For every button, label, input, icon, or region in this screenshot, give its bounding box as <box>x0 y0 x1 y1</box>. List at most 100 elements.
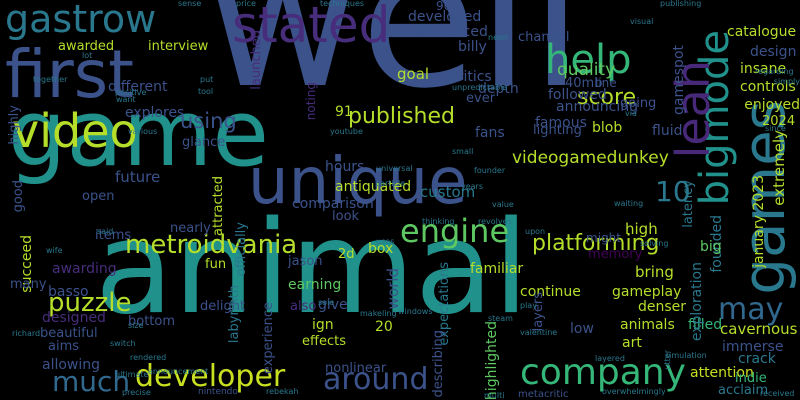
word-filled: filled <box>688 317 723 333</box>
word-glance: glance <box>182 135 226 150</box>
word-puzzle: puzzle <box>48 288 132 318</box>
word-layered: layered <box>595 354 625 363</box>
word-future: future <box>115 168 161 186</box>
word-wife: wife <box>46 246 63 255</box>
word-sense: sense <box>178 0 202 8</box>
word-box: box <box>368 241 394 257</box>
word-nonlinear: nonlinear <box>325 361 387 376</box>
word-valentine: valentine <box>520 328 558 337</box>
word-latency: latency <box>681 180 696 228</box>
word-announcing: announcing <box>556 99 638 115</box>
word-makeling: makeling <box>360 309 397 318</box>
word-explores: explores <box>125 105 185 121</box>
word-founder: founder <box>474 166 506 175</box>
word-20: 20 <box>375 319 393 335</box>
word-custom: custom <box>420 183 476 201</box>
word-insane: insane <box>740 61 787 77</box>
word-designed: designed <box>42 310 106 326</box>
word-rendered: rendered <box>130 353 167 362</box>
word-value: value <box>492 200 514 209</box>
word-low: low <box>570 321 594 337</box>
word-quality: quality <box>557 60 616 80</box>
word-techniques: techniques <box>320 0 365 8</box>
word-blob: blob <box>592 120 623 136</box>
word-lot: lot <box>82 51 93 60</box>
word-play: play <box>520 301 537 310</box>
word-said: said <box>97 227 114 236</box>
word-high: high <box>625 220 658 238</box>
word-design: design <box>750 44 797 60</box>
word-multi: multi <box>484 391 505 400</box>
word-line: line <box>595 76 617 90</box>
word-indie: indie <box>735 371 767 386</box>
word-unique: unique <box>248 145 468 219</box>
word-simulation: simulation <box>665 351 707 360</box>
word-90: 90 <box>436 0 452 13</box>
word-sole: sole <box>318 298 335 307</box>
word-upon: upon <box>525 227 546 236</box>
word-noting: noting <box>304 82 318 121</box>
word-positive: positive <box>115 88 147 97</box>
word-catalogue: catalogue <box>727 24 797 40</box>
word-animal: animal <box>95 194 529 343</box>
word-followed: followed <box>548 87 607 103</box>
word-ever: ever <box>466 91 496 106</box>
word-allowing: allowing <box>42 357 101 373</box>
word-developer: developer <box>135 359 286 394</box>
word-game: game <box>8 80 269 187</box>
word-around: around <box>323 362 429 397</box>
word-uses: uses <box>376 237 395 246</box>
word-2d: 2d <box>338 247 355 262</box>
word-10: 10 <box>655 175 691 208</box>
word-nearly: nearly <box>170 221 211 236</box>
word-hours: hours <box>325 159 365 175</box>
word-well: well <box>205 0 583 130</box>
word-engine: engine <box>400 212 510 250</box>
word-familiar: familiar <box>470 261 524 277</box>
word-continue: continue <box>520 284 581 300</box>
word-awarded: awarded <box>58 39 115 54</box>
word-small: small <box>452 147 474 156</box>
word-experience: experience <box>261 302 276 375</box>
word-attracted: attracted <box>211 176 226 236</box>
word-art: art <box>622 335 642 351</box>
word-much: much <box>52 365 131 398</box>
word-look: look <box>332 209 360 224</box>
word-give: give <box>318 297 348 313</box>
word-extremely: extremely <box>770 130 788 206</box>
word-attention: attention <box>690 365 754 381</box>
word-particle: particle <box>375 179 406 188</box>
word-delight: delight <box>200 299 246 314</box>
word-animals: animals <box>620 317 675 333</box>
word-might: might <box>586 231 621 245</box>
word-bottom: bottom <box>128 314 176 329</box>
word-gastrow: gastrow <box>5 0 157 41</box>
word-cavernous: cavernous <box>720 320 798 338</box>
word-developed: developed <box>408 9 482 25</box>
word-also: also <box>290 299 317 314</box>
word-universal: universal <box>376 164 413 173</box>
word-launched: launched <box>249 30 264 90</box>
word-utter: utter <box>663 350 672 370</box>
word-highlighted: highlighted <box>484 320 500 400</box>
word-layers: layers <box>531 292 546 332</box>
word-open: open <box>82 189 115 204</box>
word-interview: interview <box>148 39 209 54</box>
word-since: since <box>765 124 786 133</box>
word-may: may <box>718 292 784 327</box>
word-different: different <box>108 79 168 95</box>
word-ign: ign <box>312 317 334 333</box>
word-using: using <box>180 109 237 133</box>
word-enjoyed: enjoyed <box>744 97 800 113</box>
word-switch: switch <box>110 339 136 348</box>
word-want: want <box>116 95 136 104</box>
word-officially: officially <box>234 222 249 277</box>
word-91: 91 <box>335 104 353 120</box>
word-memory: memory <box>588 247 643 262</box>
word-fans: fans <box>475 125 505 141</box>
word-platforming: platforming <box>532 231 660 256</box>
word-aims: aims <box>48 339 80 354</box>
word-effects: effects <box>302 334 346 349</box>
word-ultimate: ultimate <box>115 370 149 379</box>
